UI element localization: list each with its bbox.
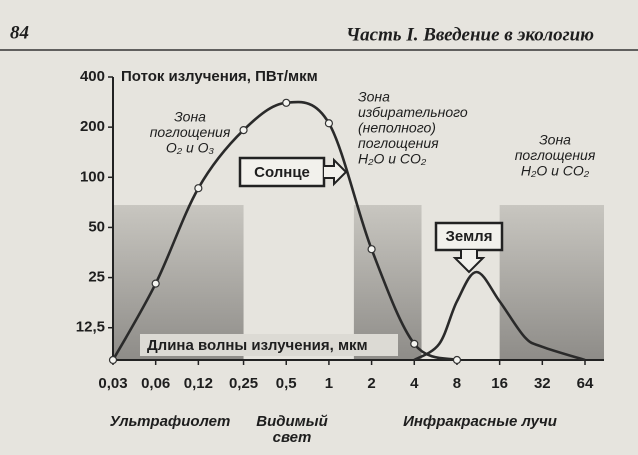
legend-label: Земля [446,228,493,245]
y-tick-label: 25 [88,269,105,286]
x-tick-label: 16 [491,375,508,392]
callout-arrow [452,250,486,274]
x-tick-label: 32 [534,375,551,392]
absorption-zone [499,205,604,360]
zone-label: Зона [358,89,390,105]
x-tick-label: 0,03 [98,375,127,392]
x-tick-label: 64 [577,375,594,392]
zone-label: поглощения [358,135,439,151]
x-tick-label: 4 [410,375,419,392]
y-axis-label: Поток излучения, ПВт/мкм [121,68,318,85]
callout-arrow [324,157,348,187]
page-number: 84 [10,22,29,43]
x-label-box [140,334,398,356]
plot: 12,5 25 50 100 200 400 0,03 0,06 0,12 0,25 0,5 1 2 4 8… [76,68,604,446]
running-title: Часть I. Введение в экологию [346,24,594,45]
point [452,355,462,365]
zone-label: O₂ и O₃ [166,140,215,156]
zone-label: (неполного) [358,120,436,136]
y-tick-label: 400 [80,68,105,85]
region-label: Ультрафиолет [110,413,231,430]
x-tick-label: 2 [367,375,375,392]
earth-callout: Земля [434,221,504,274]
region-label: Видимый свет [256,413,328,446]
point [194,184,203,193]
point [108,355,118,365]
point [367,245,376,254]
y-tick-label: 200 [80,118,105,135]
y-tick-label: 12,5 [76,319,105,336]
y-tick-label: 100 [80,168,105,185]
x-tick-label: 0,06 [141,375,170,392]
point [239,125,248,135]
x-tick-label: 0,12 [184,375,213,392]
x-tick-label: 0,25 [229,375,258,392]
point [324,119,334,128]
zone-label: H₂O и CO₂ [358,151,427,167]
sun-callout: Солнце [238,156,348,188]
y-tick-label: 50 [88,218,105,235]
callout-box [238,156,326,188]
zone-label: Зона [174,109,206,125]
zone-label: Зона [539,132,571,148]
zone-label: поглощения [515,147,596,163]
zone-label: избирательного [358,104,468,120]
x-tick-label: 8 [453,375,461,392]
zone-label: H₂O и CO₂ [521,163,590,179]
zone-label: поглощения [150,124,231,140]
point [410,339,419,348]
legend-label: Солнце [254,164,310,181]
point [151,279,160,288]
point [282,98,291,107]
x-tick-label: 0,5 [276,375,297,392]
x-tick-label: 1 [325,375,333,392]
series-line [413,270,586,362]
region-label: Инфракрасные лучи [403,413,557,430]
x-axis-label: Длина волны излучения, мкм [147,337,368,354]
